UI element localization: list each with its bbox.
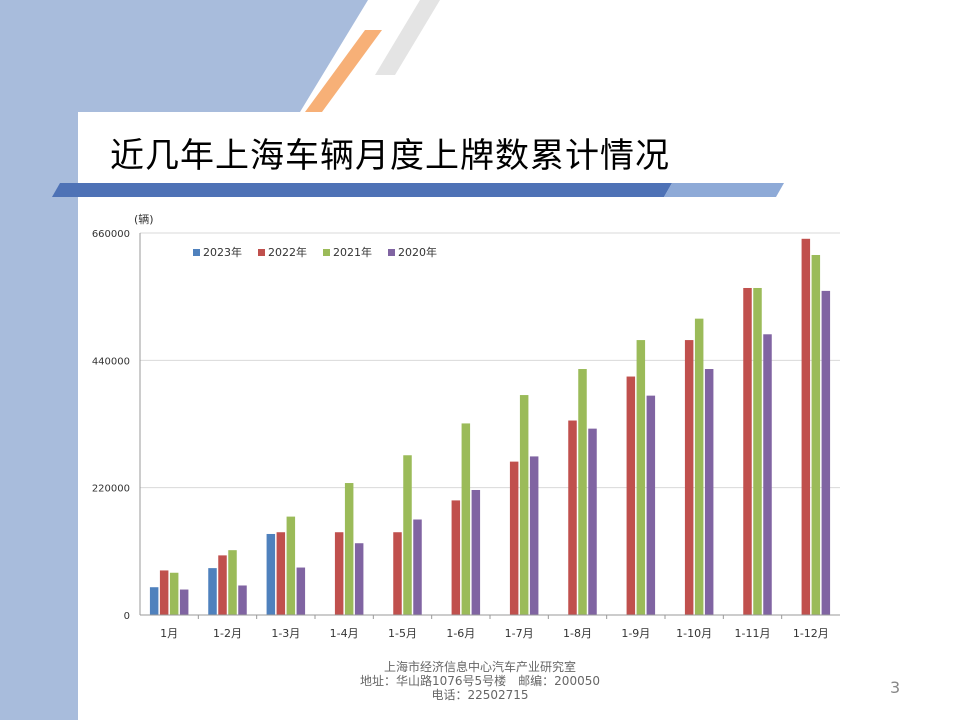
title-underline-dark [52, 183, 672, 197]
legend-swatch [323, 249, 330, 256]
bar [413, 519, 422, 615]
title-underline-light [664, 183, 784, 197]
bar [763, 334, 772, 615]
x-tick-label: 1-9月 [621, 627, 650, 640]
x-tick-label: 1-11月 [735, 627, 771, 640]
x-axis: 1月 1-2月 1-3月 1-4月 1-5月 1-6月 1-7月 1-8月 1-9月 1-10月 1… [140, 614, 840, 640]
bar [403, 455, 412, 615]
x-tick-label: 1-12月 [793, 627, 829, 640]
unit-label: (辆) [134, 212, 154, 226]
gray-stripe [375, 0, 440, 75]
bar-chart: 0 220000 440000 660000 1月 1-2月 1-3月 1-4月 1-5月 1-… [78, 205, 860, 655]
bar [169, 572, 179, 615]
bar [451, 500, 461, 615]
x-tick-label: 1-2月 [213, 627, 242, 640]
y-tick-label: 660000 [92, 229, 130, 240]
bar [276, 532, 286, 615]
footer-line-2: 地址：华山路1076号5号楼 邮编：200050 [360, 674, 600, 688]
bar [636, 340, 646, 615]
y-tick-label: 440000 [92, 356, 130, 367]
bar [519, 395, 529, 615]
top-band [0, 0, 368, 112]
x-tick-label: 1-5月 [388, 627, 417, 640]
x-tick-label: 1-10月 [676, 627, 712, 640]
legend-swatch [388, 249, 395, 256]
bar [694, 318, 704, 615]
bar [646, 395, 656, 615]
legend-swatch [258, 249, 265, 256]
bar [354, 543, 364, 615]
legend: 2023年 2022年 2021年 2020年 [193, 245, 437, 259]
x-tick-label: 1-4月 [330, 627, 359, 640]
bar [753, 287, 762, 615]
bar [626, 376, 636, 615]
bars [149, 238, 831, 615]
bar [578, 369, 587, 615]
bar [509, 461, 519, 615]
bar [801, 238, 811, 615]
x-tick-label: 1-8月 [563, 627, 592, 640]
bar [743, 287, 752, 615]
x-tick-label: 1月 [160, 627, 178, 640]
legend-label: 2021年 [333, 245, 372, 259]
bar [821, 290, 831, 615]
bar [149, 587, 159, 615]
bar [286, 516, 296, 615]
bar [238, 585, 247, 615]
bar [461, 423, 471, 615]
x-tick-label: 1-3月 [271, 627, 300, 640]
bar [159, 570, 169, 615]
footer: 上海市经济信息中心汽车产业研究室 地址：华山路1076号5号楼 邮编：20005… [300, 660, 660, 702]
bar [344, 483, 354, 615]
y-axis: 0 220000 440000 660000 [92, 229, 141, 622]
footer-line-3: 电话：22502715 [431, 688, 529, 702]
title-panel [78, 112, 780, 182]
slide-title: 近几年上海车辆月度上牌数累计情况 [110, 136, 670, 176]
orange-stripe [305, 30, 382, 112]
bar [704, 369, 714, 615]
bar [179, 589, 189, 615]
bar [811, 254, 821, 615]
x-tick-label: 1-7月 [505, 627, 534, 640]
legend-label: 2020年 [398, 245, 437, 259]
bar [218, 555, 227, 615]
bar [568, 420, 577, 615]
page-number: 3 [890, 678, 901, 697]
legend-swatch [193, 249, 200, 256]
left-band [0, 0, 78, 720]
y-tick-label: 220000 [92, 484, 130, 495]
footer-line-1: 上海市经济信息中心汽车产业研究室 [383, 660, 576, 674]
bar [228, 550, 237, 615]
x-tick-label: 1-6月 [446, 627, 475, 640]
bar [208, 568, 217, 615]
bar [529, 456, 539, 615]
legend-label: 2022年 [268, 245, 307, 259]
bar [471, 489, 481, 615]
bar [296, 567, 306, 615]
bar [684, 340, 694, 615]
bar [266, 533, 276, 615]
bar [393, 532, 402, 615]
grid-lines [140, 232, 840, 616]
y-tick-label: 0 [124, 611, 130, 622]
legend-label: 2023年 [203, 245, 242, 259]
bar [588, 428, 597, 615]
chart-area: 0 220000 440000 660000 1月 1-2月 1-3月 1-4月 1-5月 1-… [78, 205, 860, 655]
bar [334, 532, 344, 615]
